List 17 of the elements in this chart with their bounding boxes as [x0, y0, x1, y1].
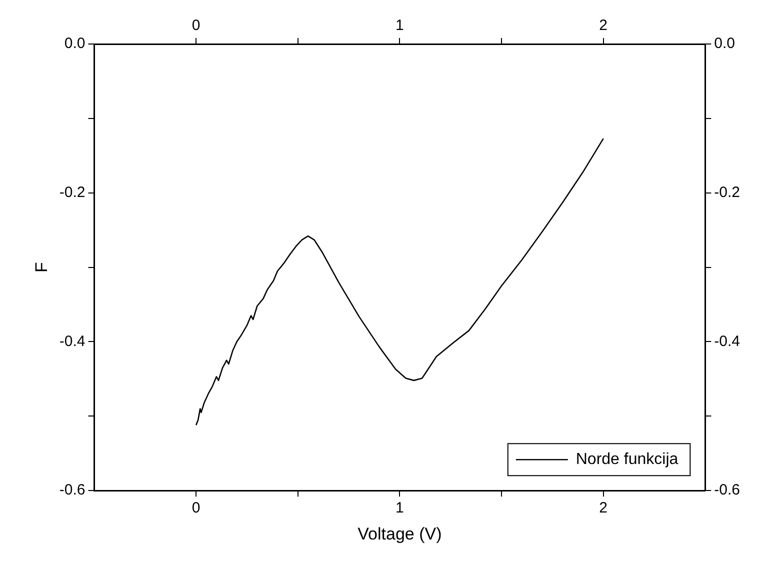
y-tick-label: 0.0 — [64, 35, 86, 52]
x2-tick-label: 0 — [192, 17, 200, 34]
y2-tick-label: -0.6 — [714, 482, 740, 499]
y-tick-label: -0.2 — [59, 184, 86, 202]
x-tick-label: 1 — [396, 500, 404, 517]
x-tick-label: 0 — [192, 500, 200, 517]
x-axis-title: Voltage (V) — [358, 524, 442, 544]
y-tick-label: -0.4 — [59, 332, 86, 350]
y-tick-label: -0.6 — [59, 482, 86, 499]
legend-label: Norde funkcija — [576, 451, 678, 468]
x2-tick-label: 2 — [599, 17, 608, 34]
y2-tick-label: -0.2 — [714, 184, 740, 202]
y2-tick-label: 0.0 — [714, 35, 736, 52]
x2-tick-label: 1 — [396, 17, 404, 34]
y-axis-title: F — [32, 262, 51, 272]
x-tick-label: 2 — [599, 500, 608, 517]
y2-tick-label: -0.4 — [714, 332, 740, 350]
